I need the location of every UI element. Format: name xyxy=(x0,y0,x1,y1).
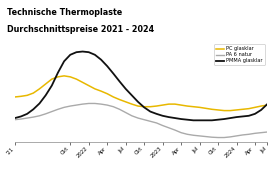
Legend: PC glasklar, PA 6 natur, PMMA glasklar: PC glasklar, PA 6 natur, PMMA glasklar xyxy=(214,44,265,65)
Text: Durchschnittspreise 2021 - 2024: Durchschnittspreise 2021 - 2024 xyxy=(7,25,154,34)
Text: Technische Thermoplaste: Technische Thermoplaste xyxy=(7,8,122,17)
Text: © 2024 Kunststoff Information, Bad Homburg · www.kiweb.de: © 2024 Kunststoff Information, Bad Hombu… xyxy=(5,170,140,174)
